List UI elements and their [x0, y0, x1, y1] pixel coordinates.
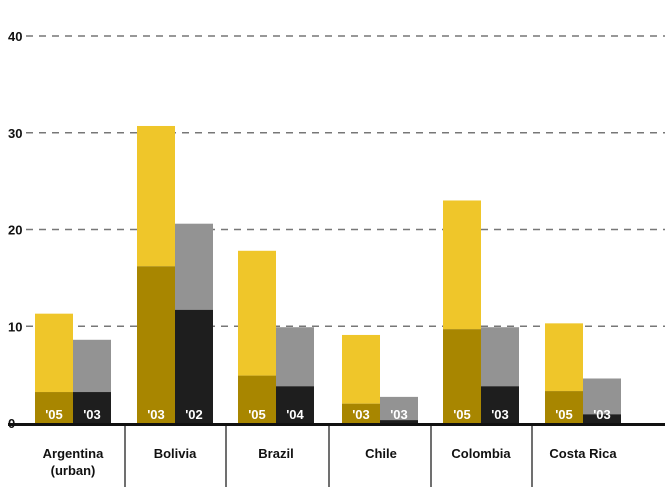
bar-year-label: '04	[286, 407, 304, 422]
category-label: Colombia	[451, 446, 511, 461]
bar-year-label: '03	[593, 407, 611, 422]
y-tick-label: 40	[8, 29, 22, 44]
y-tick-label: 20	[8, 223, 22, 238]
bar-upper-segment	[443, 200, 481, 330]
bar-upper-segment	[380, 396, 418, 421]
bar-upper-segment	[73, 339, 111, 393]
category-label: Costa Rica	[549, 446, 617, 461]
bar-upper-segment	[276, 327, 314, 387]
bar-upper-segment	[583, 378, 621, 415]
bar-year-label: '05	[45, 407, 63, 422]
bar-lower-segment	[481, 386, 519, 423]
bar-year-label: '03	[352, 407, 370, 422]
bar-lower-segment	[73, 392, 111, 423]
bar-upper-segment	[137, 125, 175, 267]
bar-upper-segment	[545, 323, 583, 392]
bar-upper-segment	[35, 313, 73, 393]
bar-lower-segment	[175, 309, 213, 423]
bar-year-label: '05	[453, 407, 471, 422]
bar-lower-segment	[276, 386, 314, 423]
bar-upper-segment	[481, 327, 519, 387]
bar-lower-segment	[137, 266, 175, 423]
bar-year-label: '03	[83, 407, 101, 422]
gridlines	[26, 35, 665, 327]
x-axis	[8, 423, 665, 487]
bar-lower-segment	[545, 391, 583, 423]
bar-upper-segment	[175, 223, 213, 310]
y-tick-label: 30	[8, 126, 22, 141]
bar-year-label: '05	[248, 407, 266, 422]
bar-year-label: '03	[491, 407, 509, 422]
bar-year-label: '03	[390, 407, 408, 422]
bar-lower-segment	[35, 392, 73, 423]
bar-lower-segment	[583, 414, 621, 423]
bar-year-label: '03	[147, 407, 165, 422]
y-tick-label: 0	[8, 416, 15, 431]
bar-lower-segment	[380, 420, 418, 423]
bar-lower-segment	[238, 375, 276, 423]
category-label: Chile	[365, 446, 397, 461]
y-tick-label: 10	[8, 319, 22, 334]
bar-upper-segment	[342, 334, 380, 404]
labels: 0 10 20 30 40 '05 '03 '03 '02 '05 '04 '03 '03 '05 '03 '…	[8, 29, 617, 478]
bar-upper-segment	[238, 250, 276, 376]
bar-year-label: '02	[185, 407, 203, 422]
bar-year-label: '05	[555, 407, 573, 422]
bars	[35, 125, 621, 423]
bar-lower-segment	[443, 329, 481, 423]
category-label: Argentina (urban)	[43, 446, 104, 478]
bar-lower-segment	[342, 403, 380, 423]
category-label: Bolivia	[154, 446, 197, 461]
category-label: Brazil	[258, 446, 293, 461]
